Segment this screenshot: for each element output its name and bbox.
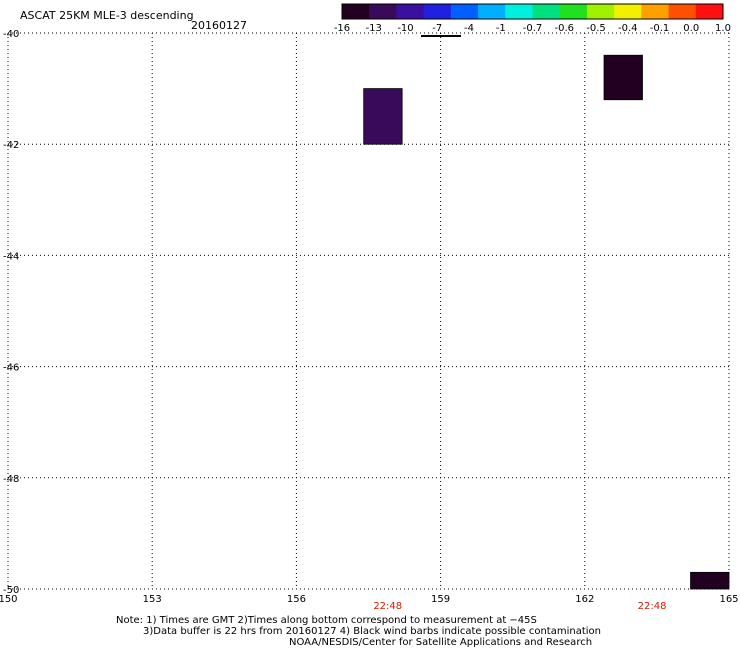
x-tick-label: 150 bbox=[0, 594, 18, 605]
x-tick-label: 165 bbox=[719, 594, 738, 605]
colorbar-segment bbox=[586, 4, 615, 19]
note-line-2: 3)Data buffer is 22 hrs from 20160127 4)… bbox=[143, 626, 601, 637]
colorbar-label: -16 bbox=[334, 23, 350, 34]
y-tick-label: -46 bbox=[3, 363, 19, 374]
colorbar-segment bbox=[505, 4, 533, 19]
colorbar-segment bbox=[396, 4, 425, 19]
colorbar-segment bbox=[369, 4, 397, 19]
time-label: 22:48 bbox=[638, 601, 667, 612]
colorbar-label: 0.0 bbox=[683, 23, 699, 34]
colorbar-label: -0.4 bbox=[618, 23, 638, 34]
note-line-1: Note: 1) Times are GMT 2)Times along bot… bbox=[116, 615, 537, 626]
x-tick-label: 159 bbox=[431, 594, 450, 605]
colorbar-segment bbox=[668, 4, 697, 19]
note-line-3: NOAA/NESDIS/Center for Satellite Applica… bbox=[289, 637, 593, 648]
colorbar-label: -0.1 bbox=[650, 23, 670, 34]
colorbar-label: -13 bbox=[366, 23, 382, 34]
x-tick-label: 156 bbox=[287, 594, 306, 605]
y-tick-label: -50 bbox=[3, 585, 19, 596]
y-tick-label: -42 bbox=[3, 140, 19, 151]
colorbar-segment bbox=[532, 4, 561, 19]
colorbar-label: -7 bbox=[432, 23, 442, 34]
data-cell bbox=[603, 54, 643, 101]
colorbar-segment bbox=[342, 4, 370, 19]
x-tick-label: 162 bbox=[575, 594, 594, 605]
colorbar-segment bbox=[450, 4, 479, 19]
colorbar-segment bbox=[423, 4, 452, 19]
colorbar-frame bbox=[341, 3, 724, 20]
colorbar-segment bbox=[614, 4, 642, 19]
colorbar-segment bbox=[695, 4, 724, 19]
colorbar-label: -0.6 bbox=[554, 23, 574, 34]
x-tick-label: 153 bbox=[143, 594, 162, 605]
colorbar-label: -4 bbox=[464, 23, 474, 34]
colorbar-segment bbox=[559, 4, 588, 19]
colorbar-segment bbox=[641, 4, 670, 19]
colorbar-label: -1 bbox=[496, 23, 506, 34]
data-cell bbox=[690, 571, 730, 590]
chart-date: 20160127 bbox=[191, 19, 247, 32]
data-cell bbox=[363, 88, 403, 145]
colorbar-label: 1.0 bbox=[715, 23, 731, 34]
colorbar-label: -0.5 bbox=[586, 23, 606, 34]
y-tick-label: -48 bbox=[3, 474, 19, 485]
y-tick-label: -40 bbox=[3, 29, 19, 40]
chart-title: ASCAT 25KM MLE-3 descending bbox=[20, 9, 194, 22]
time-label: 22:48 bbox=[373, 601, 402, 612]
colorbar-label: -0.7 bbox=[523, 23, 543, 34]
colorbar-label: -10 bbox=[397, 23, 413, 34]
y-tick-label: -44 bbox=[3, 251, 19, 262]
colorbar-segment bbox=[478, 4, 506, 19]
